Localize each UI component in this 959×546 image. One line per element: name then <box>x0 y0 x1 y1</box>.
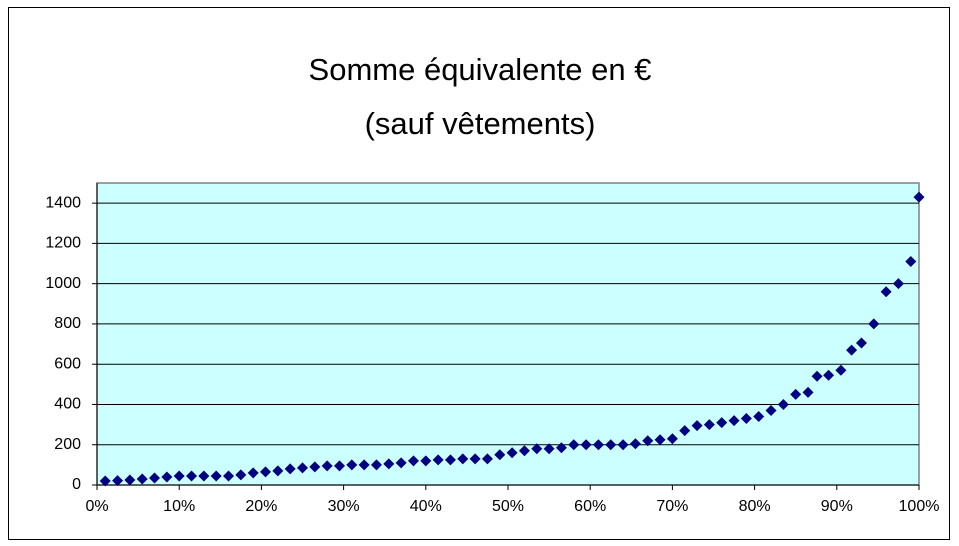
point <box>420 455 432 467</box>
point <box>407 455 419 467</box>
y-tick-label: 800 <box>54 315 81 332</box>
point <box>629 438 641 450</box>
point <box>333 460 345 472</box>
point <box>823 369 835 381</box>
x-tick-label: 50% <box>492 498 524 515</box>
point <box>506 447 518 459</box>
point <box>297 462 308 474</box>
point <box>457 453 469 465</box>
y-tick-label: 200 <box>54 436 81 453</box>
point <box>124 474 136 486</box>
point <box>580 439 592 451</box>
x-tick-label: 0% <box>85 498 108 515</box>
point <box>777 398 789 410</box>
point <box>161 471 173 483</box>
point <box>309 461 321 473</box>
chart-title: (sauf vêtements) <box>365 106 596 141</box>
point <box>383 458 395 470</box>
x-tick-label: 100% <box>899 498 940 515</box>
point <box>679 425 691 437</box>
plot-area <box>96 182 920 486</box>
x-tick-label: 90% <box>821 498 853 515</box>
point <box>481 453 493 465</box>
x-tick-label: 60% <box>574 498 606 515</box>
point <box>260 466 272 478</box>
point <box>247 467 259 479</box>
point <box>272 465 284 477</box>
point <box>654 434 666 446</box>
point <box>235 469 247 481</box>
point <box>99 475 111 487</box>
point <box>469 453 481 465</box>
point <box>642 435 654 447</box>
y-tick-label: 600 <box>54 355 81 372</box>
point <box>358 459 370 471</box>
point <box>802 386 814 398</box>
x-tick-label: 30% <box>328 498 360 515</box>
chart-title: Somme équivalente en € <box>309 52 652 87</box>
point <box>518 445 530 457</box>
point <box>765 405 777 417</box>
point <box>210 470 222 482</box>
x-tick-label: 40% <box>410 498 442 515</box>
point <box>370 459 382 471</box>
y-tick-label: 1400 <box>45 194 81 211</box>
x-tick-label: 10% <box>163 498 195 515</box>
point <box>198 470 210 482</box>
point <box>905 256 917 268</box>
x-tick-label: 80% <box>739 498 771 515</box>
point <box>432 454 444 466</box>
point <box>531 443 543 455</box>
x-tick-label: 20% <box>245 498 277 515</box>
point <box>494 449 506 461</box>
point <box>892 278 904 290</box>
y-tick-label: 1000 <box>45 275 81 292</box>
point <box>740 413 752 425</box>
point <box>605 439 617 451</box>
point <box>716 417 728 429</box>
point <box>617 439 629 451</box>
point <box>753 411 765 423</box>
point <box>136 473 148 485</box>
point <box>728 415 740 427</box>
point <box>284 463 296 475</box>
point <box>703 419 715 431</box>
point <box>846 344 858 356</box>
y-tick-label: 1200 <box>45 235 81 252</box>
point <box>811 370 823 382</box>
point <box>186 470 198 482</box>
point <box>173 470 185 482</box>
point <box>913 191 925 203</box>
point <box>555 442 567 454</box>
point <box>592 439 604 451</box>
point <box>149 472 161 484</box>
point <box>868 318 880 330</box>
point <box>666 433 678 445</box>
point <box>112 475 124 487</box>
point <box>395 457 407 469</box>
point <box>223 470 235 482</box>
y-tick-label: 0 <box>72 476 81 493</box>
point <box>568 439 580 451</box>
point <box>691 420 703 432</box>
y-tick-label: 400 <box>54 396 81 413</box>
point <box>835 364 847 376</box>
point <box>880 286 892 298</box>
point <box>790 388 802 400</box>
point <box>855 337 867 349</box>
x-tick-label: 70% <box>656 498 688 515</box>
point <box>321 460 333 472</box>
point <box>543 443 555 455</box>
point <box>346 459 358 471</box>
point <box>444 454 456 466</box>
